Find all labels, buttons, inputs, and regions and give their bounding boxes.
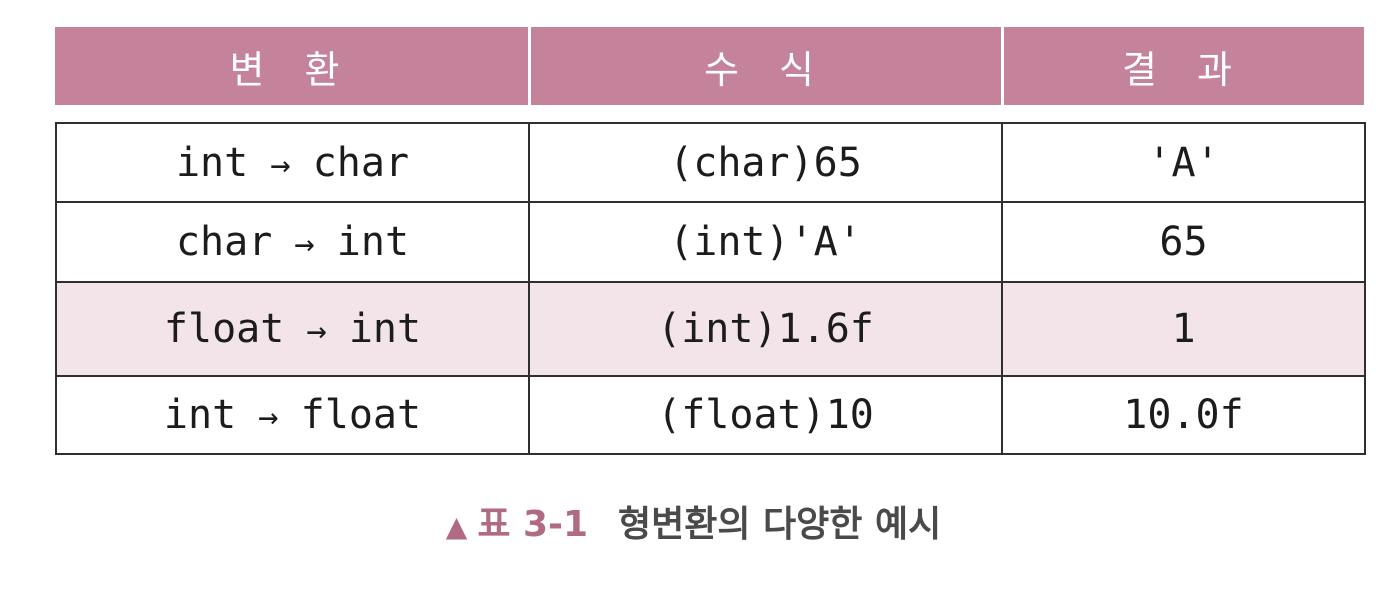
arrow-icon: →: [294, 224, 315, 264]
from-type: char: [175, 219, 273, 265]
result-cell: 10.0f: [1001, 375, 1366, 455]
arrow-icon: →: [258, 397, 279, 437]
to-type: int: [348, 306, 422, 352]
from-type: int: [175, 139, 249, 186]
expression-cell: (float)10: [528, 375, 1003, 455]
result-cell: 'A': [1001, 122, 1366, 203]
conversion-cell: int → char: [55, 122, 530, 203]
arrow-icon: →: [270, 144, 291, 185]
from-type: int: [163, 392, 237, 438]
caption-label: 표 3-1: [477, 504, 589, 545]
conversion-cell: float → int: [55, 281, 530, 377]
to-type: int: [336, 219, 410, 265]
conversion-table: int → char (char)65 'A' char → int (int)'A' …: [55, 122, 1366, 455]
from-type: float: [163, 306, 285, 352]
to-type: float: [300, 392, 422, 438]
expression-cell: (int)'A': [528, 201, 1003, 283]
table-header-row: 변 환 수 식 결 과: [55, 27, 1364, 105]
result-cell: 65: [1001, 201, 1366, 283]
expression-cell: (char)65: [528, 122, 1003, 203]
header-conversion: 변 환: [229, 47, 354, 92]
header-expression: 수 식: [528, 27, 1001, 105]
to-type: char: [312, 139, 410, 186]
triangle-up-icon: ▲: [445, 510, 468, 543]
expression-cell: (int)1.6f: [528, 281, 1003, 377]
table-row: int → char (char)65 'A': [55, 122, 1366, 203]
result-cell: 1: [1001, 281, 1366, 377]
conversion-cell: int → float: [55, 375, 530, 455]
arrow-icon: →: [306, 311, 327, 351]
table-row: int → float (float)10 10.0f: [55, 375, 1366, 455]
header-result: 결 과: [1001, 27, 1364, 105]
table-caption: ▲ 표 3-1 형변환의 다양한 예시: [0, 495, 1387, 547]
table-row-highlighted: float → int (int)1.6f 1: [55, 281, 1366, 377]
conversion-cell: char → int: [55, 201, 530, 283]
caption-text: 형변환의 다양한 예시: [618, 504, 942, 545]
table-row: char → int (int)'A' 65: [55, 201, 1366, 283]
